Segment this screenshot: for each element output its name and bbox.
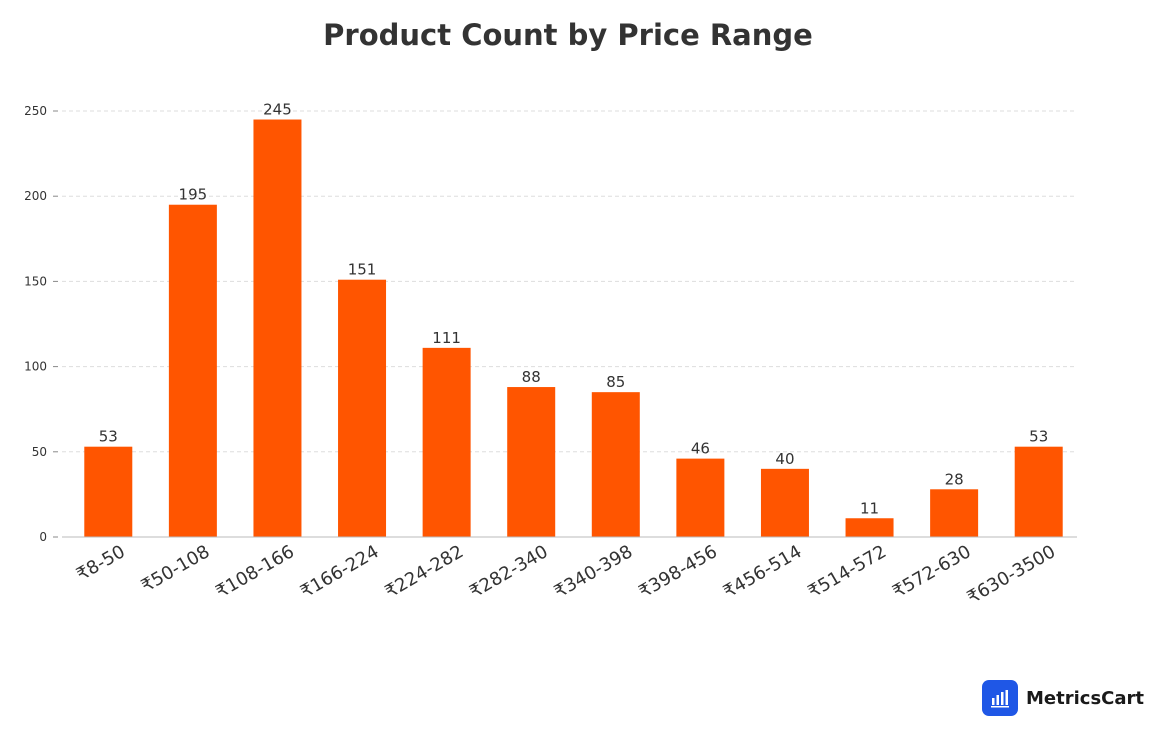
x-tick-label: ₹572-630	[889, 541, 975, 603]
bar	[422, 347, 471, 537]
brand-logo: MetricsCart	[982, 679, 1144, 717]
x-tick-label: ₹108-166	[212, 541, 298, 603]
x-axis: ₹8-50 ₹50-108 ₹108-166 ₹166-224 ₹224-282 ₹282…	[62, 536, 1077, 608]
y-tick-label: 0	[39, 530, 47, 544]
x-tick-label: ₹514-572	[804, 541, 890, 603]
x-tick-label: ₹282-340	[466, 541, 552, 603]
brand-name: MetricsCart	[1026, 687, 1144, 709]
bar-chart-icon	[982, 680, 1018, 716]
data-label: 85	[606, 373, 625, 391]
bar	[253, 119, 302, 538]
y-axis: 0 50 100 150 200 250	[24, 104, 58, 544]
y-tick-label: 100	[24, 360, 47, 374]
bar	[845, 518, 894, 537]
data-label: 11	[860, 499, 879, 517]
data-label: 53	[1029, 428, 1048, 446]
x-tick-label: ₹630-3500	[964, 541, 1059, 608]
chart-title: Product Count by Price Range	[323, 18, 813, 52]
bar	[760, 468, 809, 537]
data-label: 88	[522, 368, 541, 386]
bars: 53 195 245 151 111 88 85 46 40 11 28 53	[84, 101, 1063, 538]
data-label: 28	[945, 470, 964, 488]
data-label: 40	[775, 450, 794, 468]
x-tick-label: ₹50-108	[138, 541, 214, 597]
bar	[168, 204, 217, 537]
bar	[84, 446, 133, 537]
x-tick-label: ₹224-282	[382, 541, 468, 603]
bar	[507, 387, 556, 537]
x-tick-label: ₹456-514	[720, 541, 806, 603]
bar	[338, 279, 387, 537]
bar	[591, 392, 640, 537]
bar	[676, 458, 725, 537]
data-label: 111	[432, 329, 461, 347]
data-label: 245	[263, 101, 292, 119]
data-label: 195	[179, 186, 208, 204]
y-tick-label: 50	[32, 445, 47, 459]
gridlines	[62, 110, 1077, 453]
y-tick-label: 150	[24, 274, 47, 288]
y-tick-label: 250	[24, 104, 47, 118]
x-tick-label: ₹166-224	[297, 541, 383, 603]
bar	[1014, 446, 1063, 537]
data-label: 46	[691, 440, 710, 458]
x-tick-label: ₹8-50	[73, 541, 129, 585]
bar	[930, 489, 979, 537]
y-tick-label: 200	[24, 189, 47, 203]
data-label: 53	[99, 428, 118, 446]
data-label: 151	[348, 261, 377, 279]
x-tick-label: ₹340-398	[551, 541, 637, 603]
x-tick-label: ₹398-456	[635, 541, 721, 603]
